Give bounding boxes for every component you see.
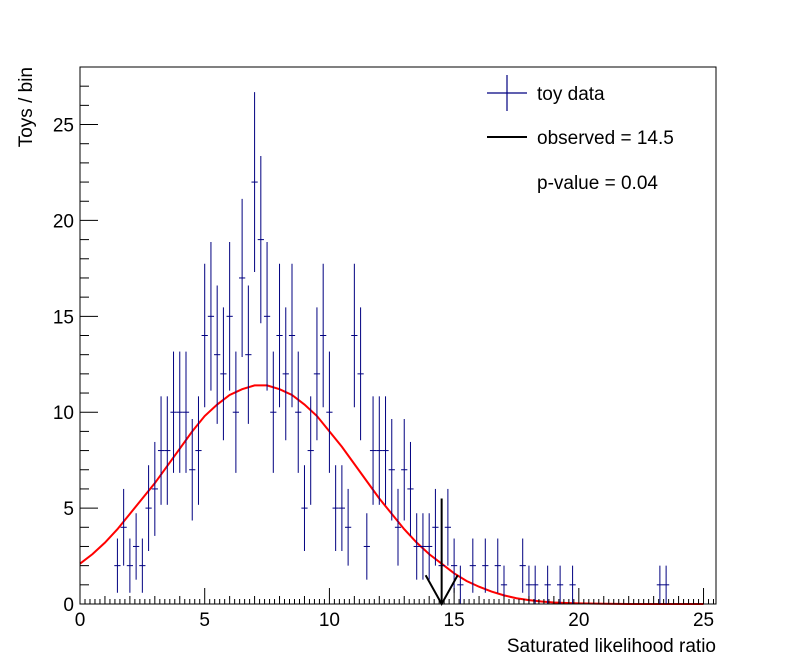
- toy-data-point: [357, 307, 364, 441]
- x-axis: 0 5 10 15 20 25: [75, 588, 714, 631]
- toy-data-point: [251, 92, 258, 273]
- toy-data-point: [394, 488, 402, 566]
- x-tick-label: 5: [199, 610, 210, 631]
- toy-data-point: [164, 396, 171, 505]
- toy-data-point: [207, 242, 215, 391]
- toy-data-point: [126, 538, 133, 593]
- toy-data-point: [182, 351, 190, 473]
- y-tick-label: 10: [53, 403, 74, 424]
- toy-data-point: [369, 396, 377, 505]
- x-tick-label: 10: [319, 610, 340, 631]
- toy-data-point: [270, 351, 277, 473]
- x-tick-label: 25: [693, 610, 714, 631]
- toy-data-point: [257, 156, 264, 324]
- toy-data-point: [457, 565, 464, 604]
- toy-data-point: [320, 263, 327, 408]
- toy-data-point: [195, 396, 202, 505]
- toy-data-point: [382, 396, 389, 505]
- toy-data-point: [263, 242, 271, 391]
- toy-data-point: [363, 513, 370, 580]
- toy-data-point: [469, 538, 476, 593]
- toy-data-point: [656, 565, 663, 604]
- toy-data-point: [201, 263, 208, 408]
- x-tick-label: 0: [75, 610, 86, 631]
- toy-data-point: [432, 488, 439, 566]
- y-tick-label: 25: [53, 116, 74, 137]
- toy-data-point: [120, 488, 127, 566]
- toy-data-point: [376, 396, 383, 505]
- toy-data-point: [494, 538, 501, 593]
- toy-data-point: [157, 396, 165, 505]
- y-tick-label: 20: [53, 211, 74, 232]
- legend-pvalue-label: p-value = 0.04: [537, 173, 658, 194]
- legend: toy data observed = 14.5 p-value = 0.04: [487, 75, 674, 194]
- toy-data-point: [276, 263, 283, 408]
- toy-data-point: [232, 351, 239, 473]
- toy-data-point: [295, 351, 302, 473]
- y-tick-label: 5: [63, 499, 74, 520]
- y-axis-title: Toys / bin: [16, 67, 37, 147]
- toy-data-point: [151, 441, 158, 536]
- toy-data-point: [557, 565, 564, 604]
- toy-data-point: [407, 441, 414, 536]
- x-axis-title: Saturated likelihood ratio: [507, 636, 716, 657]
- toy-data-point: [133, 513, 140, 580]
- y-tick-label: 15: [53, 307, 74, 328]
- toy-data-point: [239, 198, 246, 358]
- toy-data-point: [338, 465, 345, 551]
- toy-data-point: [519, 538, 526, 593]
- x-tick-label: 20: [568, 610, 589, 631]
- toy-data-point: [351, 263, 358, 408]
- toy-data-point: [332, 465, 339, 551]
- toy-data-point: [301, 465, 308, 551]
- toy-data-point: [282, 307, 289, 441]
- toy-data-point: [444, 488, 451, 566]
- toy-data-point: [532, 565, 539, 604]
- toy-data-point: [482, 538, 489, 593]
- toy-data-point: [451, 538, 458, 593]
- toy-data-point: [214, 285, 221, 424]
- toy-data-point: [426, 513, 433, 580]
- toy-data-point: [569, 565, 576, 604]
- toy-data-point: [544, 565, 551, 604]
- toy-data-point: [413, 513, 420, 580]
- toy-data-point: [170, 351, 177, 473]
- toy-data-point: [245, 285, 252, 424]
- toy-data-point: [176, 351, 183, 473]
- legend-toy-label: toy data: [537, 84, 605, 105]
- toy-data-point: [345, 488, 352, 566]
- y-tick-label: 0: [63, 595, 74, 616]
- toy-data-point: [189, 419, 196, 521]
- toy-data-point: [663, 565, 670, 604]
- x-tick-label: 15: [444, 610, 465, 631]
- toy-data-point: [419, 513, 427, 580]
- toy-data-point: [313, 307, 321, 441]
- toy-data-point: [220, 307, 227, 441]
- toy-data-point: [326, 351, 333, 473]
- toy-data-point: [401, 419, 408, 521]
- toy-data-point: [139, 538, 146, 593]
- toy-data-point: [388, 419, 395, 521]
- toy-data-point: [307, 396, 314, 505]
- toy-data-point: [145, 465, 152, 551]
- toy-data-point: [114, 538, 121, 593]
- toy-data-point: [288, 263, 296, 408]
- y-axis: 0 5 10 15 20 25: [53, 85, 98, 616]
- toy-data-point: [226, 242, 233, 391]
- legend-observed-label: observed = 14.5: [537, 128, 674, 149]
